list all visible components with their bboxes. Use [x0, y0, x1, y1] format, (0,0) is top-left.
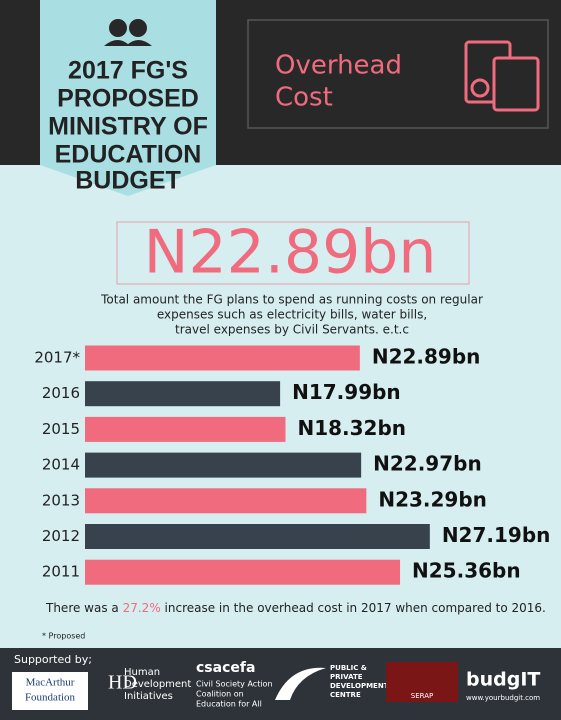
footer-label: Supported by;	[14, 653, 92, 666]
bar	[85, 524, 430, 549]
title-line: PROPOSED	[57, 85, 199, 113]
logo-text: Human	[124, 667, 160, 678]
value-label: N23.29bn	[378, 487, 487, 511]
title-line: MINISTRY OF	[48, 113, 208, 141]
headline-box	[116, 221, 470, 285]
bar	[85, 452, 362, 478]
logo-text: Development	[124, 679, 191, 690]
icon	[109, 19, 127, 37]
logo-text: DEVELOPMENT	[330, 682, 389, 690]
logo-text: PUBLIC &	[330, 664, 367, 672]
value-label: N27.19bn	[442, 523, 551, 547]
logo-text: Education for All	[196, 700, 262, 709]
value-label: N22.89bn	[372, 345, 481, 369]
bar	[85, 381, 281, 407]
bar	[85, 416, 286, 442]
title-line: BUDGET	[75, 167, 181, 195]
title-line: 2017 FG'S	[68, 57, 188, 85]
logo-text: PRIVATE	[330, 673, 363, 681]
y-tick-label: 2012	[42, 527, 80, 545]
title-line: EDUCATION	[55, 141, 202, 169]
value-label: N25.36bn	[412, 559, 521, 583]
footnote: * Proposed	[42, 632, 85, 641]
value-label: N17.99bn	[292, 380, 401, 404]
icon	[129, 19, 147, 37]
description-line: Total amount the FG plans to spend as ru…	[100, 293, 483, 307]
y-tick-label: 2014	[42, 456, 80, 474]
logo-text: Civil Society Action	[196, 680, 273, 689]
logo-text: www.yourbudgit.com	[466, 694, 540, 702]
statement-text: There was a	[45, 601, 123, 615]
y-tick-label: 2017*	[34, 349, 80, 367]
description-line: expenses such as electricity bills, wate…	[157, 308, 427, 322]
y-tick-label: 2016	[42, 384, 80, 402]
logo	[12, 672, 88, 710]
bar	[85, 488, 367, 514]
logo-text: csacefa	[196, 660, 255, 676]
title-banner	[40, 0, 216, 196]
topic-box	[247, 19, 549, 129]
value-label: N18.32bn	[297, 416, 406, 440]
headline: N22.89bn	[144, 218, 437, 288]
logo-text: Foundation	[25, 692, 76, 704]
statement-highlight: 27.2%	[123, 601, 161, 615]
statement-text: increase in the overhead cost in 2017 wh…	[161, 601, 546, 615]
logo-mark: HD	[108, 672, 137, 694]
icon	[104, 40, 152, 46]
footer-band	[0, 648, 561, 720]
bar	[85, 559, 401, 585]
logo-text: MacArthur	[26, 677, 75, 689]
y-tick-label: 2011	[42, 563, 80, 581]
topic-line: Cost	[275, 83, 333, 113]
logo-text: CENTRE	[330, 691, 361, 699]
bar-chart: 2017* N22.89bn 2016 N17.99bn 2015 N18.32bn 201…	[34, 345, 550, 585]
description-line: travel expenses by Civil Servants. e.t.c	[175, 323, 409, 337]
logo-text: Coalition on	[196, 690, 244, 699]
bar	[85, 345, 360, 371]
calculator-icon	[464, 40, 540, 112]
logo-mark	[275, 667, 326, 700]
logo-text: Initiatives	[124, 691, 173, 702]
y-tick-label: 2015	[42, 420, 80, 438]
topic-line: Overhead	[275, 51, 402, 81]
y-tick-label: 2013	[42, 491, 80, 509]
logo-text: budgIT	[466, 669, 540, 691]
logo-text: SERAP	[411, 692, 433, 700]
statement: There was a 27.2% increase in the overhe…	[45, 601, 546, 615]
value-label: N22.97bn	[373, 452, 482, 476]
logo	[386, 662, 458, 702]
